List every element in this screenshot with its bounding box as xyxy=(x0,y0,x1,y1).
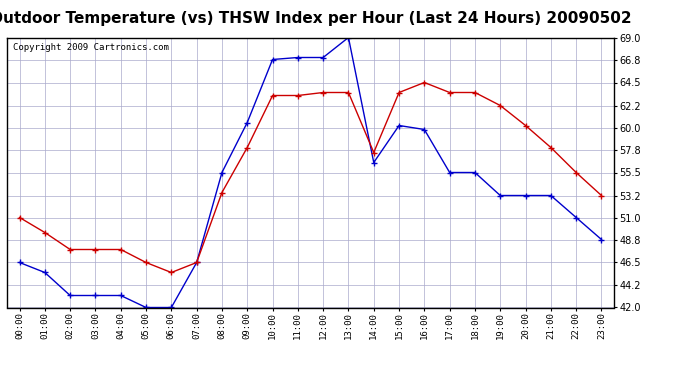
Text: Outdoor Temperature (vs) THSW Index per Hour (Last 24 Hours) 20090502: Outdoor Temperature (vs) THSW Index per … xyxy=(0,11,631,26)
Text: Copyright 2009 Cartronics.com: Copyright 2009 Cartronics.com xyxy=(13,43,169,52)
